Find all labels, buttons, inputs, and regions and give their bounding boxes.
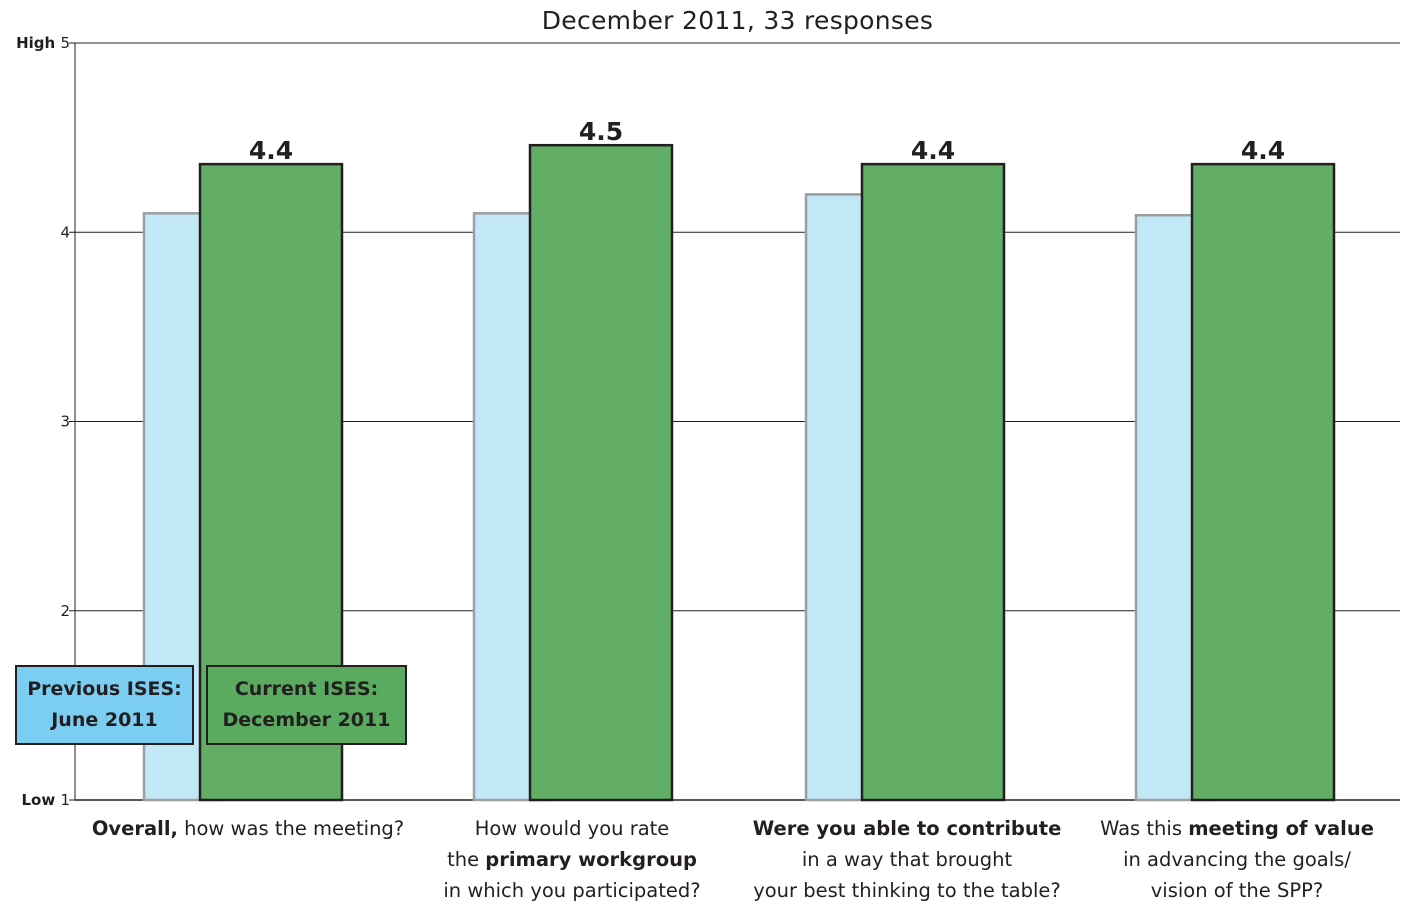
data-labels: 4.4 4.5 4.4 4.4 [249, 117, 1285, 165]
legend-previous-line1: Previous ISES: [27, 678, 182, 700]
category-label-text: in advancing the goals/ [1123, 848, 1351, 871]
data-label: 4.4 [1241, 136, 1285, 165]
bar-current [1190, 162, 1336, 802]
category-label: Were you able to contribute in a way that… [737, 813, 1077, 906]
y-tick-value: 2 [60, 602, 70, 620]
category-label-text: your best thinking to the table? [753, 879, 1061, 902]
category-label: How would you rate the primary workgroup i… [402, 813, 742, 906]
category-label-text: how was the meeting? [177, 817, 405, 840]
chart-title: December 2011, 33 responses [541, 6, 934, 35]
y-tick-prefix: Low [22, 791, 61, 809]
legend-current-line1: Current ISES: [234, 678, 379, 700]
category-label-bold: Overall, [91, 817, 178, 840]
y-tick-value: 5 [60, 34, 70, 52]
category-label-text: the [447, 848, 486, 871]
y-tick-value: 3 [60, 413, 70, 431]
category-label-bold: Were you able to contribute [752, 817, 1062, 840]
category-label-text: in a way that brought [801, 848, 1013, 871]
y-tick-value: 4 [60, 223, 70, 241]
y-tick-label: 2 [60, 602, 70, 620]
category-label-text: How would you rate [474, 817, 670, 840]
category-label-text: Was this [1100, 817, 1189, 840]
data-label: 4.4 [911, 136, 955, 165]
data-label: 4.4 [249, 136, 293, 165]
y-tick-label: 4 [60, 223, 70, 241]
bar-current [860, 162, 1006, 802]
category-label: Was this meeting of value in advancing th… [1067, 813, 1405, 906]
bars [142, 143, 1336, 802]
category-label-bold: primary workgroup [485, 848, 697, 871]
legend-previous-line2: June 2011 [51, 709, 158, 731]
category-label-text: vision of the SPP? [1150, 879, 1324, 902]
y-tick-prefix: High [16, 34, 60, 52]
y-tick-label: 3 [60, 413, 70, 431]
y-tick-value: 1 [60, 791, 70, 809]
y-tick-label: Low 1 [22, 791, 71, 809]
bar-current [528, 143, 674, 802]
data-label: 4.5 [579, 117, 623, 146]
legend-current: Current ISES: December 2011 [206, 665, 407, 745]
category-label: Overall, how was the meeting? [78, 813, 418, 844]
category-label-bold: meeting of value [1188, 817, 1374, 840]
legend-previous: Previous ISES: June 2011 [15, 665, 194, 745]
category-label-text: in which you participated? [443, 879, 701, 902]
y-tick-label: High 5 [16, 34, 70, 52]
legend-current-line2: December 2011 [222, 709, 391, 731]
